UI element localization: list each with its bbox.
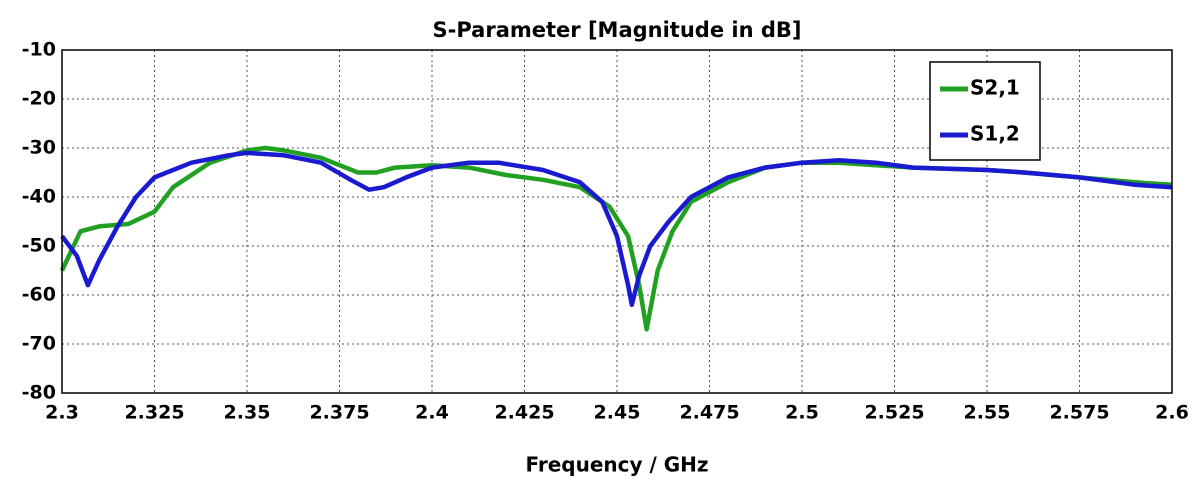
y-tick-label: -50 (22, 235, 56, 257)
x-tick-label: 2.45 (594, 402, 641, 424)
x-tick-label: 2.325 (124, 402, 184, 424)
x-tick-label: 2.525 (864, 402, 924, 424)
x-tick-label: 2.375 (309, 402, 369, 424)
x-tick-label: 2.4 (415, 402, 449, 424)
chart: S-Parameter [Magnitude in dB] Frequency … (0, 0, 1200, 484)
x-tick-label: 2.425 (494, 402, 554, 424)
x-tick-label: 2.5 (785, 402, 819, 424)
legend-label: S2,1 (970, 76, 1020, 100)
x-tick-label: 2.55 (964, 402, 1011, 424)
y-tick-label: -20 (22, 88, 56, 110)
x-tick-label: 2.3 (45, 402, 79, 424)
x-tick-label: 2.475 (679, 402, 739, 424)
y-tick-label: -40 (22, 186, 56, 208)
x-tick-label: 2.35 (224, 402, 271, 424)
y-tick-label: -70 (22, 333, 56, 355)
x-tick-label: 2.575 (1049, 402, 1109, 424)
legend-label: S1,2 (970, 122, 1020, 146)
y-tick-label: -60 (22, 284, 56, 306)
x-tick-label: 2.6 (1155, 402, 1189, 424)
y-tick-label: -10 (22, 39, 56, 61)
y-tick-label: -30 (22, 137, 56, 159)
x-axis-label: Frequency / GHz (525, 453, 708, 477)
chart-title: S-Parameter [Magnitude in dB] (433, 18, 802, 42)
y-tick-label: -80 (22, 382, 56, 404)
